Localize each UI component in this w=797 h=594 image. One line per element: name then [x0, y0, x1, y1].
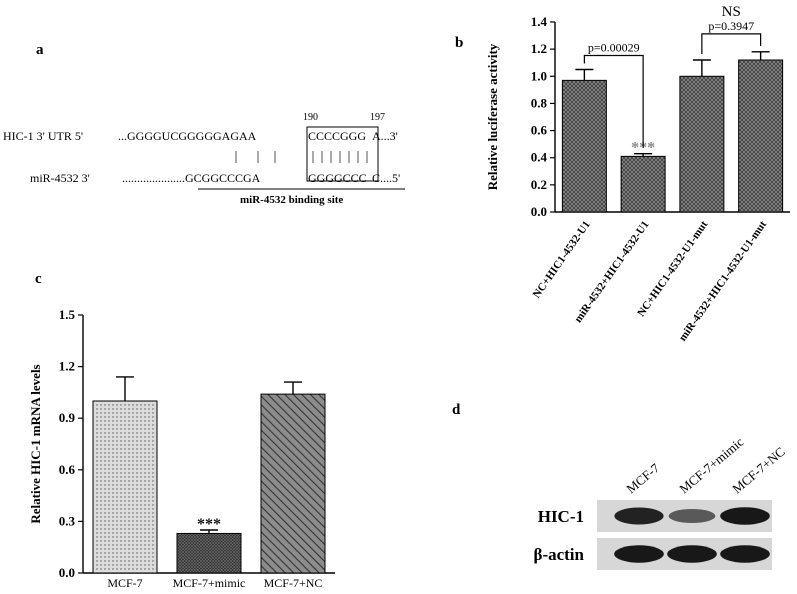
mir-sequence-box: GGGGCCC: [308, 171, 367, 185]
p-value-label: p=0.3947: [708, 19, 754, 33]
mir-label: miR-4532 3': [30, 171, 90, 185]
seed-box: [306, 126, 379, 182]
y-tick-label: 1.5: [59, 307, 76, 322]
blot-band: [668, 509, 716, 523]
blot-band: [667, 545, 717, 563]
y-tick-label: 0.4: [531, 150, 548, 165]
blot-row-label: HIC-1: [538, 507, 584, 526]
position-start: 190: [303, 112, 318, 123]
y-tick-label: 0.0: [59, 565, 75, 580]
panel-a-letter: a: [36, 42, 44, 58]
position-end: 197: [370, 112, 385, 123]
blot-band: [614, 545, 664, 563]
y-tick-label: 1.2: [59, 359, 75, 374]
significance-bracket: [583, 54, 644, 148]
bar: [620, 155, 666, 213]
y-tick-label: 1.0: [531, 68, 547, 83]
bar: [738, 59, 784, 213]
utr-sequence-post: A...3': [372, 129, 398, 143]
category-label: MCF-7+mimic: [173, 576, 246, 590]
mir-sequence-pre: .....................GCGGCCCGA: [122, 171, 261, 185]
binding-site-label: miR-4532 binding site: [240, 194, 343, 206]
panel-d-letter: d: [452, 402, 461, 418]
blot-band: [720, 507, 770, 525]
bar: [679, 75, 725, 213]
y-tick-label: 0.6: [531, 123, 548, 138]
y-axis-label: Relative HIC-1 mRNA levels: [28, 364, 43, 523]
panel-c: c 0.0 0.3 0.6 0.9 1.2 1.5 Relative HIC-1 mRNA …: [28, 271, 335, 590]
blot-band: [720, 545, 770, 563]
bar: [176, 532, 242, 574]
blot-band: [614, 507, 664, 525]
y-tick-label: 0.6: [59, 462, 76, 477]
y-tick-label: 0.3: [59, 513, 76, 528]
y-tick-label: 0.2: [531, 177, 547, 192]
utr-label: HIC-1 3' UTR 5': [3, 129, 83, 143]
mrna-chart: 0.0 0.3 0.6 0.9 1.2 1.5 Relative HIC-1 mRNA le…: [28, 307, 335, 590]
y-tick-label: 1.4: [531, 14, 548, 29]
y-tick-label: 0.0: [531, 204, 547, 219]
significance-stars: ***: [197, 516, 221, 533]
bar: [561, 79, 607, 213]
mir-sequence-post: C....5': [372, 171, 400, 185]
ns-label: NS: [722, 4, 741, 20]
utr-sequence-pre: ...GGGGUCGGGGGAGAA: [118, 129, 257, 143]
panel-a: a HIC-1 3' UTR 5' ...GGGGUCGGGGGAGAA CCC…: [3, 42, 405, 206]
category-label: NC+HIC1-4532-U1: [531, 219, 593, 301]
bar: [92, 400, 158, 574]
panel-b-letter: b: [455, 35, 463, 51]
bar: [260, 393, 326, 574]
significance-bracket: [701, 33, 762, 54]
lane-label: MCF-7: [623, 460, 662, 496]
category-label: MCF-7: [107, 576, 142, 590]
category-label: MCF-7+NC: [264, 576, 323, 590]
y-tick-label: 0.9: [59, 410, 76, 425]
panel-c-letter: c: [35, 271, 42, 287]
panel-b: b 0.0 0.2 0.4 0.6 0.8 1.0 1.2 1.4 Relative lucif…: [455, 4, 790, 343]
luciferase-chart: 0.0 0.2 0.4 0.6 0.8 1.0 1.2 1.4 Relative lucifer…: [485, 4, 790, 343]
blot-row-label: β-actin: [533, 545, 584, 564]
p-value-label: p=0.00029: [588, 41, 640, 55]
y-tick-label: 0.8: [531, 95, 548, 110]
utr-sequence-box: CCCCGGG: [308, 129, 366, 143]
y-tick-label: 1.2: [531, 41, 547, 56]
significance-stars: ***: [631, 140, 655, 157]
y-axis-label: Relative luciferase activity: [485, 43, 500, 190]
base-pair-lines: [235, 151, 368, 163]
